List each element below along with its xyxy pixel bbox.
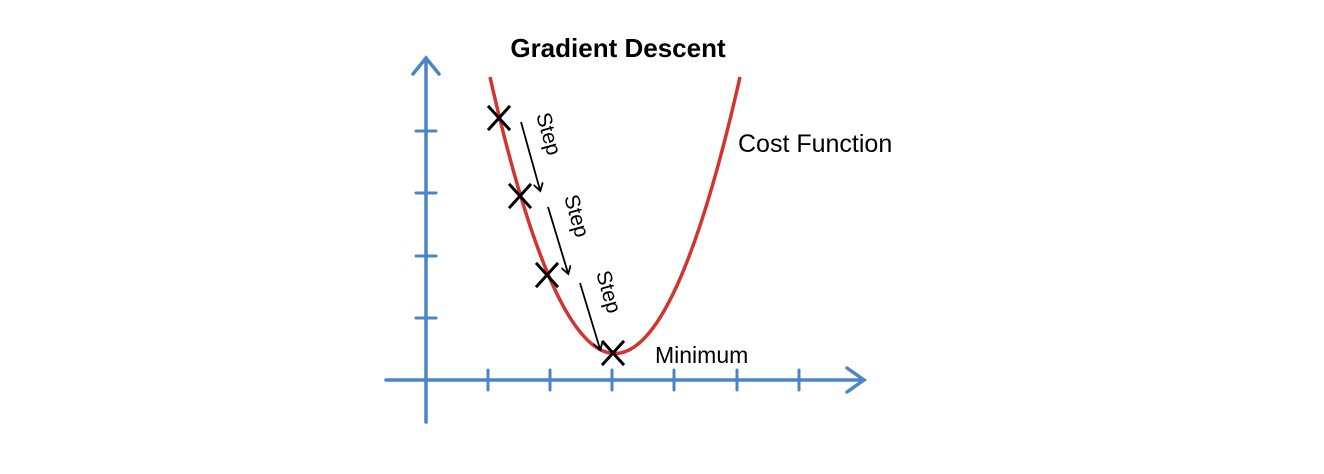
x-marker-icon xyxy=(507,182,533,210)
cost-function-label: Cost Function xyxy=(738,130,892,158)
x-marker-icon xyxy=(534,261,560,289)
minimum-label: Minimum xyxy=(655,342,748,368)
step-label-2: Step xyxy=(559,192,593,240)
step-label-1: Step xyxy=(531,110,565,158)
step-arrow-2 xyxy=(547,206,568,273)
x-marker-icon xyxy=(600,339,626,367)
step-label-3: Step xyxy=(591,268,625,316)
step-arrow-1 xyxy=(520,121,540,190)
y-axis-arrowhead xyxy=(411,55,441,76)
step-arrow-3 xyxy=(579,282,600,349)
x-marker-icon xyxy=(486,104,512,132)
step-arrows xyxy=(520,121,600,349)
x-axis-arrowhead xyxy=(845,366,868,394)
axis-ticks xyxy=(414,129,801,392)
axes xyxy=(384,55,868,424)
diagram-title: Gradient Descent xyxy=(510,33,726,63)
